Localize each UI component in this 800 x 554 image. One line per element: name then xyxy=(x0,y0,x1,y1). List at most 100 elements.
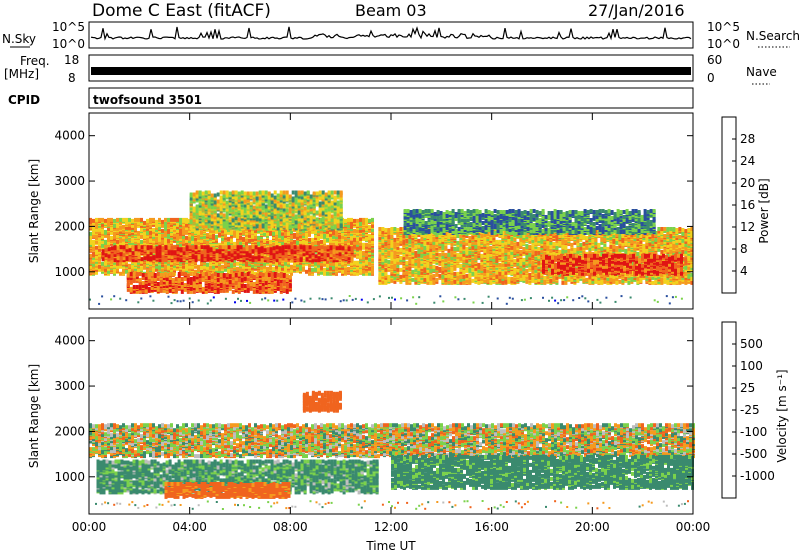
heatmap-cell xyxy=(255,202,259,207)
heatmap-cell xyxy=(320,239,323,244)
heatmap-cell xyxy=(189,212,193,217)
heatmap-cell xyxy=(98,264,101,269)
heatmap-cell xyxy=(183,283,187,287)
heatmap-cell xyxy=(276,279,280,283)
heatmap-cell xyxy=(161,246,165,251)
heatmap-cell xyxy=(281,251,285,256)
heatmap-cell xyxy=(216,202,220,207)
heatmap-cell xyxy=(92,218,95,223)
heatmap-cell xyxy=(269,243,272,248)
heatmap-cell xyxy=(218,270,221,275)
heatmap-cell xyxy=(246,272,250,276)
heatmap-cell xyxy=(326,256,329,261)
heatmap-cell xyxy=(237,278,241,282)
heatmap-cell xyxy=(255,284,259,288)
heatmap-cell xyxy=(299,245,303,250)
noise-left-label: N.Sky xyxy=(2,32,36,46)
heatmap-cell xyxy=(263,256,267,261)
heatmap-cell xyxy=(281,248,285,253)
heatmap-cell xyxy=(282,280,286,284)
heatmap-cell xyxy=(185,217,188,222)
heatmap-cell xyxy=(182,264,185,269)
heatmap-cell xyxy=(209,221,212,226)
heatmap-cell xyxy=(314,254,318,259)
heatmap-cell xyxy=(179,253,183,258)
heatmap-cell xyxy=(89,253,92,258)
heatmap-cell xyxy=(222,204,226,209)
heatmap-cell xyxy=(98,237,101,242)
heatmap-cell xyxy=(296,246,300,251)
heatmap-cell xyxy=(156,286,160,290)
heatmap-cell xyxy=(98,267,101,272)
heatmap-cell xyxy=(156,282,160,286)
heatmap-cell xyxy=(140,234,143,239)
heatmap-cell xyxy=(356,260,359,265)
heatmap-cell xyxy=(224,249,228,254)
heatmap-cell xyxy=(110,256,114,261)
heatmap-cell xyxy=(276,282,280,286)
heatmap-cell xyxy=(248,269,251,274)
heatmap-cell xyxy=(371,227,374,232)
heatmap-cell xyxy=(273,283,277,287)
heatmap-cell xyxy=(128,225,131,230)
heatmap-cell xyxy=(192,212,196,217)
heatmap-cell xyxy=(371,248,374,253)
heatmap-cell xyxy=(258,217,262,222)
heatmap-cell xyxy=(206,232,209,237)
heatmap-cell xyxy=(365,242,368,247)
freq-label: Freq. xyxy=(20,54,50,68)
heatmap-cell xyxy=(317,245,321,250)
heatmap-cell xyxy=(177,272,181,276)
heatmap-cell xyxy=(279,208,283,213)
heatmap-cell xyxy=(161,258,165,263)
heatmap-cell xyxy=(221,264,224,269)
heatmap-cell xyxy=(285,287,289,292)
heatmap-cell xyxy=(140,245,144,250)
heatmap-cell xyxy=(188,264,191,269)
heatmap-cell xyxy=(278,258,282,263)
heatmap-cell xyxy=(261,277,265,281)
heatmap-cell xyxy=(305,234,308,239)
heatmap-cell xyxy=(141,273,145,277)
heatmap-cell xyxy=(174,277,178,281)
heatmap-cell xyxy=(185,235,188,240)
heatmap-cell xyxy=(201,191,205,196)
heatmap-cell xyxy=(194,245,198,250)
heatmap-cell xyxy=(131,251,135,256)
heatmap-cell xyxy=(317,263,320,268)
heatmap-cell xyxy=(128,263,131,268)
heatmap-cell xyxy=(371,265,374,270)
heatmap-cell xyxy=(207,195,211,200)
heatmap-cell xyxy=(171,278,175,282)
heatmap-cell xyxy=(153,277,157,281)
heatmap-cell xyxy=(276,193,280,198)
noise-line xyxy=(90,26,692,41)
heatmap-cell xyxy=(128,217,131,222)
heatmap-cell xyxy=(122,217,125,222)
heatmap-cell xyxy=(138,286,142,290)
heatmap-cell xyxy=(164,217,167,222)
heatmap-cell xyxy=(261,273,265,277)
heatmap-cell xyxy=(258,272,262,276)
heatmap-cell xyxy=(323,239,326,244)
heatmap-cell xyxy=(180,285,184,289)
heatmap-cell xyxy=(224,267,227,272)
heatmap-cell xyxy=(213,275,217,279)
heatmap-cell xyxy=(155,219,158,224)
heatmap-cell xyxy=(278,217,281,222)
heatmap-cell xyxy=(119,255,123,260)
heatmap-cell xyxy=(209,247,213,252)
heatmap-cell xyxy=(167,227,170,232)
heatmap-cell xyxy=(183,287,187,292)
heatmap-cell xyxy=(242,247,246,252)
heatmap-cell xyxy=(132,285,136,289)
heatmap-cell xyxy=(201,218,205,223)
heatmap-cell xyxy=(113,263,116,268)
noise-right-tick-bottom: 10^0 xyxy=(707,37,740,51)
heatmap-cell xyxy=(152,248,156,253)
heatmap-cell xyxy=(179,217,182,222)
heatmap-cell xyxy=(146,250,150,255)
heatmap-cell xyxy=(236,241,239,246)
heatmap-cell xyxy=(146,218,149,223)
